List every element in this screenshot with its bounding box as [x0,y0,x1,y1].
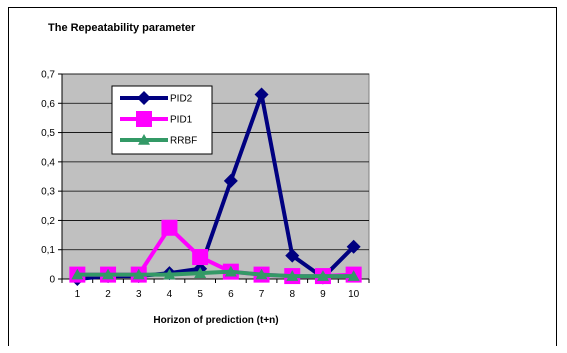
legend: PID2 PID1 RRBF [111,85,213,155]
data-point-rrbf [163,268,176,280]
y-tick-label: 0,4 [41,157,55,168]
x-tick-label: 1 [75,289,81,300]
data-point-pid2 [346,239,361,254]
legend-entry-pid2: PID2 [120,91,193,105]
y-axis-ticks: 0 0,1 0,2 0,3 0,4 0,5 0,6 0,7 [41,70,62,286]
data-point-pid1 [192,249,209,266]
legend-entry-pid1: PID1 [120,111,193,127]
y-tick-label: 0,2 [41,216,55,227]
x-tick-label: 4 [167,289,173,300]
legend-label: PID2 [170,94,193,105]
x-tick-label: 6 [228,289,234,300]
y-tick-label: 0,1 [41,245,55,256]
legend-label: RRBF [170,136,197,147]
y-tick-label: 0 [49,275,55,286]
x-axis-title: Horizon of prediction (t+n) [153,315,278,326]
y-tick-label: 0,7 [41,70,55,81]
legend-marker [137,91,151,105]
plot-area [61,73,370,280]
data-point-rrbf [132,268,145,280]
data-point-pid2 [223,173,238,188]
series-line-rrbf [77,269,354,279]
data-point-rrbf [347,270,360,281]
legend-marker [138,134,150,145]
x-tick-label: 3 [136,289,142,300]
legend-entry-rrbf: RRBF [120,134,197,147]
data-point-pid1 [161,219,178,236]
y-tick-label: 0,5 [41,128,55,139]
x-tick-label: 7 [259,289,265,300]
y-tick-label: 0,3 [41,187,55,198]
data-point-rrbf [102,268,115,280]
data-point-rrbf [224,265,237,277]
x-tick-label: 2 [105,289,111,300]
y-tick-label: 0,6 [41,99,55,110]
legend-marker [136,111,152,127]
data-point-rrbf [316,270,329,281]
series-rrbf [71,265,360,281]
x-tick-label: 10 [348,289,360,300]
data-point-pid2 [254,87,269,102]
x-tick-label: 9 [320,289,326,300]
chart-title: The Repeatability parameter [48,22,196,34]
data-point-pid2 [285,248,300,263]
x-axis-ticks: 1 2 3 4 5 6 7 8 9 10 [61,279,370,300]
series-group [69,87,362,286]
data-point-rrbf [286,270,299,281]
data-point-rrbf [71,268,84,280]
x-tick-label: 8 [289,289,295,300]
x-tick-label: 5 [197,289,203,300]
data-point-rrbf [194,267,207,278]
data-point-rrbf [255,268,268,280]
legend-label: PID1 [170,115,193,126]
